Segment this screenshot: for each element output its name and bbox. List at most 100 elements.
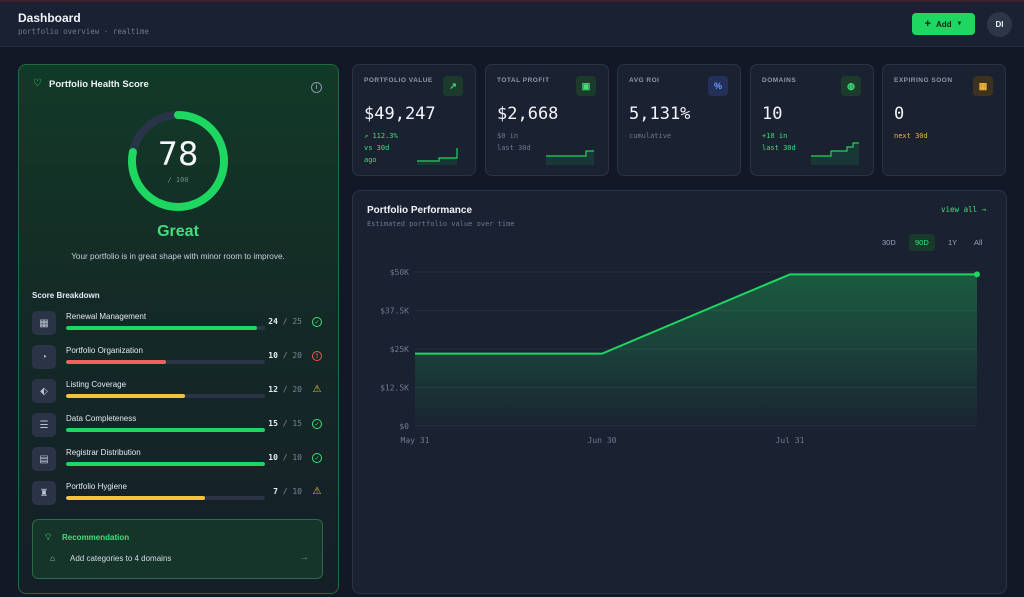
breakdown-bar [66,496,265,500]
series-end-point [974,271,980,278]
series-area [415,274,977,426]
breakdown-score: 7 / 10 [273,487,302,496]
y-tick-label: $25K [390,345,409,354]
score-ring [128,111,228,211]
sparkline-area [546,151,594,165]
series-line [415,273,977,355]
breakdown-score-max: 20 [292,351,302,360]
sparkline-line [811,142,859,157]
stat-value: 5,131% [629,104,691,124]
breakdown-row: ▤ Registrar Distribution 10 / 10 ✓ [32,447,332,471]
warning-icon: ⚠ [312,486,322,497]
info-icon[interactable]: i [311,82,322,93]
breakdown-row: ⬖ Listing Coverage 12 / 20 ⚠ [32,379,332,403]
health-description: Your portfolio is in great shape with mi… [71,252,285,261]
breakdown-score: 10 / 20 [268,351,302,360]
tab-range-90d[interactable]: 90D [909,234,935,251]
sparkline [811,142,859,165]
view-all-label: view all [941,205,978,214]
x-tick-label: May 31 [401,436,430,445]
stat-label: TOTAL PROFIT [497,77,550,84]
breakdown-label: Portfolio Hygiene [66,482,127,491]
stat-label: DOMAINS [762,77,797,84]
breakdown-row: ▦ Renewal Management 24 / 25 ✓ [32,311,332,335]
breakdown-score: 24 / 25 [268,317,302,326]
stat-change: ↗ 112.3% [364,132,398,140]
performance-title: Portfolio Performance [367,205,473,216]
breakdown-score-value: 10 [268,351,278,360]
breakdown-score: 15 / 15 [268,419,302,428]
broom-icon: ♜ [32,481,56,505]
calendar-icon: ▦ [973,76,993,96]
sparkline [417,148,458,165]
stat-change-value: 112.3% [372,132,398,140]
add-button-label: Add [935,19,952,29]
sparkline-line [546,150,594,157]
breakdown-score-value: 7 [273,487,278,496]
stat-sub-2: ago [364,156,377,164]
stat-card[interactable]: DOMAINS ◍ 10 +10 in last 30d [750,64,874,176]
stat-card[interactable]: PORTFOLIO VALUE ↗ $49,247 ↗ 112.3% vs 30d ago [352,64,476,176]
stat-value: $49,247 [364,104,436,124]
stat-value: 10 [762,104,783,124]
breakdown-score-value: 15 [268,419,278,428]
check-circle-icon: ✓ [312,419,322,429]
avatar[interactable]: DI [987,12,1012,37]
stat-subtext: $0 in last 30d [497,130,531,154]
tab-range-30d[interactable]: 30D [882,238,896,247]
stat-subtext: ↗ 112.3% vs 30d ago [364,130,398,166]
breakdown-bar-fill [66,428,265,432]
breakdown-score-max: 20 [292,385,302,394]
breakdown-label: Portfolio Organization [66,346,143,355]
health-rating: Great [157,223,199,240]
view-all-link[interactable]: view all → [941,205,987,214]
breakdown-row: ♜ Portfolio Hygiene 7 / 10 ⚠ [32,481,332,505]
breakdown-label: Renewal Management [66,312,147,321]
tab-range-1y[interactable]: 1Y [948,238,958,247]
globe-icon: ◍ [841,76,861,96]
alert-circle-icon: ! [312,351,322,361]
breakdown-title: Score Breakdown [32,291,100,300]
breakdown-score: 12 / 20 [268,385,302,394]
stat-subtext: next 30d [894,130,928,142]
calendar-icon: ▦ [32,311,56,335]
recommendation-text: Add categories to 4 domains [70,554,172,563]
breakdown-bar-fill [66,326,258,330]
breakdown-row: ◔ Portfolio Organization 10 / 20! [32,345,332,369]
header-accent-line [0,0,1024,2]
breakdown-score-value: 24 [268,317,278,326]
stat-sub: cumulative [629,132,672,140]
x-tick-label: Jun 30 [588,436,617,445]
stat-label: EXPIRING SOON [894,77,953,84]
breakdown-row: ☰ Data Completeness 15 / 15 ✓ [32,413,332,437]
heart-icon: ♡ [33,78,42,89]
stat-subtext: cumulative [629,130,671,142]
sparkline-area [811,143,859,165]
stat-card[interactable]: EXPIRING SOON ▦ 0 next 30d [882,64,1006,176]
health-card-title: Portfolio Health Score [49,79,149,90]
percent-icon: % [708,76,728,96]
sparkline [546,150,594,165]
arrow-right-icon[interactable]: → [299,552,309,563]
trending-up-icon: ↗ [443,76,463,96]
tab-range-all[interactable]: All [974,238,983,247]
breakdown-score-max: 25 [292,317,302,326]
y-tick-label: $12.5K [380,384,409,393]
breakdown-bar [66,326,265,330]
check-circle-icon: ✓ [312,317,322,327]
sparkline-area [417,148,457,165]
stat-sub: +10 in [762,132,788,140]
breakdown-score-max: 10 [292,487,302,496]
stat-card[interactable]: AVG ROI% 5,131% cumulative [617,64,741,176]
server-icon: ▤ [32,447,56,471]
breakdown-score-value: 10 [268,453,278,462]
health-score-value: 78 [157,135,199,173]
stat-card[interactable]: TOTAL PROFIT ▣ $2,668 $0 in last 30d [485,64,609,176]
tag-icon: ⬖ [32,379,56,403]
breakdown-score: 10 / 10 [268,453,302,462]
add-button[interactable]: + Add ▼ [912,13,975,35]
breakdown-bar [66,462,265,466]
stat-subtext: +10 in last 30d [762,130,796,154]
y-tick-label: $0 [399,422,409,431]
stat-sub: vs 30d [364,144,390,152]
